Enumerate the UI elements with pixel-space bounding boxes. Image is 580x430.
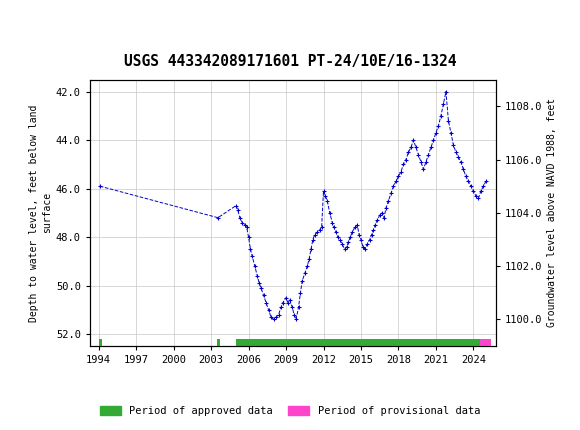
Y-axis label: Groundwater level above NAVD 1988, feet: Groundwater level above NAVD 1988, feet	[546, 98, 557, 327]
Text: USGS 443342089171601 PT-24/10E/16-1324: USGS 443342089171601 PT-24/10E/16-1324	[124, 54, 456, 69]
Legend: Period of approved data, Period of provisional data: Period of approved data, Period of provi…	[96, 402, 484, 421]
Y-axis label: Depth to water level, feet below land
surface: Depth to water level, feet below land su…	[28, 104, 52, 322]
Text: USGS: USGS	[9, 11, 64, 29]
Bar	[1, 2, 33, 38]
